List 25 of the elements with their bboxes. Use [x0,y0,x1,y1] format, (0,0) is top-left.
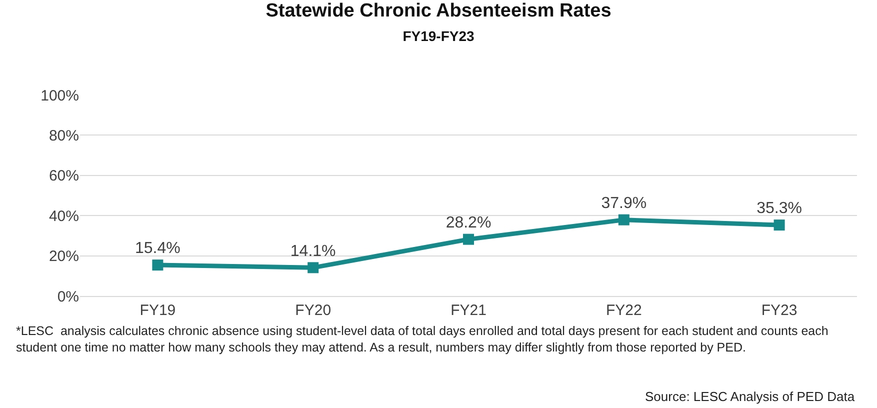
y-tick-label: 80% [48,127,79,144]
chart-subtitle: FY19-FY23 [402,28,475,44]
y-tick-label: 60% [48,168,79,185]
data-label: 14.1% [290,242,336,260]
x-tick-label: FY19 [140,302,176,319]
x-tick-label: FY22 [606,302,642,319]
data-label: 15.4% [135,240,180,258]
text: *LESC analysis calculates chronic absence using student-level data of total days enrolled and total days present for each student and counts each student one time no matter how many schools they may attend. As a result, numbers may differ slightly from those reported by PED. [16,324,828,354]
point [308,262,319,274]
source-note: Source: LESC Analysis of PED Data [645,389,856,404]
point [618,214,630,226]
y-tick-label: 40% [48,208,79,225]
y-tick-label: 20% [48,248,79,266]
chart-title: Statewide Chronic Absenteeism Rates [266,0,612,22]
data-label: 28.2% [446,214,492,232]
x-tick-label: FY21 [450,302,486,319]
point [463,234,474,245]
x-tick-label: FY23 [761,302,798,319]
data-label: 35.3% [756,200,802,218]
point [774,220,785,231]
x-tick-label: FY20 [295,302,332,319]
point [152,260,164,271]
y-tick-label: 0% [57,288,79,306]
y-tick-label: 100% [40,87,79,104]
data-label: 37.9% [601,194,647,212]
